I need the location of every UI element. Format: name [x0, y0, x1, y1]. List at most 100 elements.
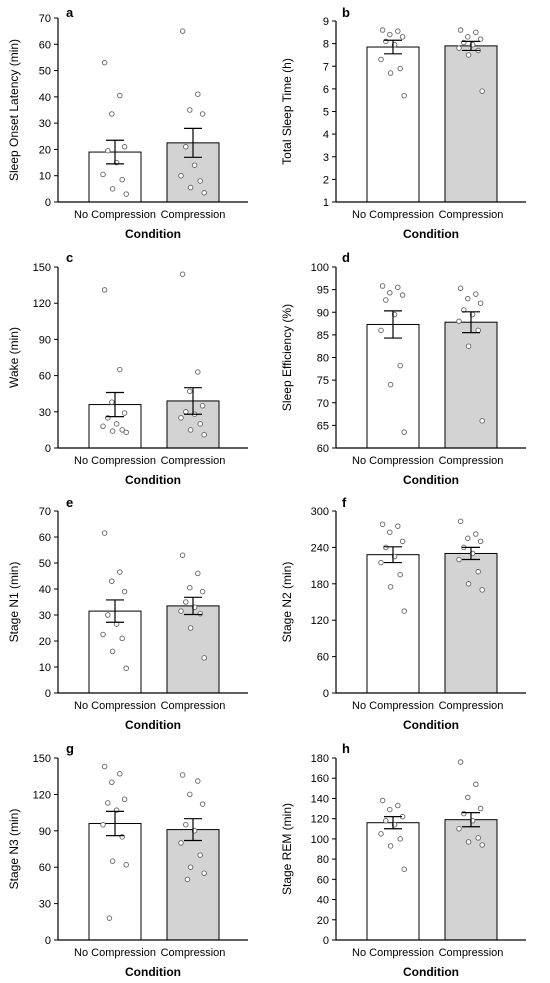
y-tick-label: 3: [323, 152, 329, 164]
panel-f: f Stage N2 (min) 0 60 120 180 240 300 No Compres…: [280, 495, 526, 732]
y-axis-label: Sleep Onset Latency (min): [7, 39, 21, 181]
data-point: [197, 852, 203, 858]
data-point: [117, 771, 123, 777]
data-point: [378, 831, 384, 837]
bar-compression: [166, 829, 220, 941]
data-point: [383, 544, 389, 551]
data-point: [397, 571, 403, 578]
x-axis-label: Condition: [125, 718, 181, 732]
y-tick-label: 140: [311, 793, 329, 805]
data-point: [378, 559, 384, 566]
x-tick-label: Compression: [439, 455, 504, 467]
y-axis-label: Wake (min): [7, 327, 21, 388]
data-point: [187, 427, 194, 433]
data-point: [473, 781, 479, 788]
y-axis-label: Stage N1 (min): [7, 562, 21, 643]
y-tick-label: 10: [39, 171, 51, 183]
y-tick-label: 8: [323, 39, 329, 51]
data-point: [395, 284, 401, 291]
data-point: [183, 409, 189, 415]
bar-no-compression: [366, 822, 420, 941]
x-axis-label: Condition: [125, 965, 181, 979]
y-tick-label: 150: [33, 262, 51, 274]
x-axis-label: Condition: [403, 227, 459, 241]
y-tick-label: 60: [317, 443, 329, 455]
data-point: [187, 184, 194, 191]
data-point: [475, 327, 481, 334]
data-point: [397, 65, 403, 72]
y-tick-label: 30: [39, 118, 51, 130]
y-tick-label: 70: [39, 506, 51, 518]
bar-compression: [444, 321, 498, 449]
x-tick-label: No Compression: [74, 209, 156, 221]
y-tick-label: 65: [317, 420, 329, 432]
y-tick-label: 120: [33, 298, 51, 310]
data-point: [401, 92, 407, 99]
data-point: [473, 531, 479, 537]
x-tick-label: No Compression: [74, 455, 156, 467]
y-tick-label: 70: [39, 13, 51, 25]
panel-letter: c: [66, 250, 73, 265]
panel-c: c Wake (min) 0 30 60 90 120 150 No Compression Co…: [7, 250, 248, 487]
y-tick-label: 2: [323, 174, 329, 186]
data-point: [100, 821, 106, 828]
data-point: [201, 870, 207, 877]
data-point: [187, 584, 193, 591]
y-tick-label: 60: [39, 371, 51, 383]
data-point: [456, 318, 462, 325]
x-axis-label: Condition: [403, 965, 459, 979]
data-point: [387, 70, 394, 76]
data-point: [100, 171, 106, 178]
y-tick-label: 95: [317, 285, 329, 297]
data-point: [397, 836, 403, 842]
data-point: [457, 285, 464, 292]
data-point: [201, 431, 207, 438]
data-point: [179, 772, 186, 778]
y-tick-label: 0: [323, 935, 329, 947]
x-tick-label: No Compression: [352, 455, 434, 467]
data-point: [199, 403, 206, 409]
data-point: [475, 568, 481, 575]
y-tick-label: 60: [317, 874, 329, 886]
data-point: [101, 59, 108, 66]
data-point: [183, 821, 189, 828]
data-point: [197, 178, 203, 184]
y-tick-label: 60: [39, 862, 51, 874]
data-point: [105, 612, 111, 618]
data-point: [456, 45, 462, 51]
y-tick-label: 50: [39, 66, 51, 78]
data-point: [123, 191, 129, 197]
panel-letter: g: [66, 741, 74, 756]
data-point: [387, 529, 393, 535]
x-tick-label: Compression: [161, 700, 226, 712]
y-tick-label: 50: [39, 558, 51, 570]
panel-b: b Total Sleep Time (h) 1 2 3 4 5 6 7 8 9 No Compres…: [280, 5, 526, 241]
y-tick-label: 30: [39, 610, 51, 622]
data-point: [457, 27, 464, 33]
data-point: [456, 556, 462, 563]
data-point: [379, 283, 386, 289]
data-point: [465, 581, 472, 587]
x-tick-label: No Compression: [352, 209, 434, 221]
data-point: [100, 423, 106, 430]
data-point: [395, 802, 401, 809]
data-point: [187, 388, 193, 395]
data-point: [387, 31, 393, 38]
data-point: [191, 162, 198, 168]
data-point: [105, 800, 111, 806]
data-point: [383, 817, 389, 824]
data-point: [117, 569, 123, 575]
data-point: [109, 428, 116, 434]
x-tick-label: No Compression: [352, 947, 434, 959]
panel-a: a Sleep Onset Latency (min) 0 10 20 30 40 50 60 7…: [7, 5, 248, 241]
y-tick-label: 90: [39, 334, 51, 346]
data-point: [119, 427, 125, 433]
data-point: [109, 578, 115, 584]
data-point: [477, 805, 484, 812]
data-point: [179, 28, 186, 34]
data-point: [123, 862, 129, 868]
y-tick-label: 160: [311, 773, 329, 785]
data-point: [201, 655, 207, 661]
panel-letter: e: [66, 495, 73, 510]
